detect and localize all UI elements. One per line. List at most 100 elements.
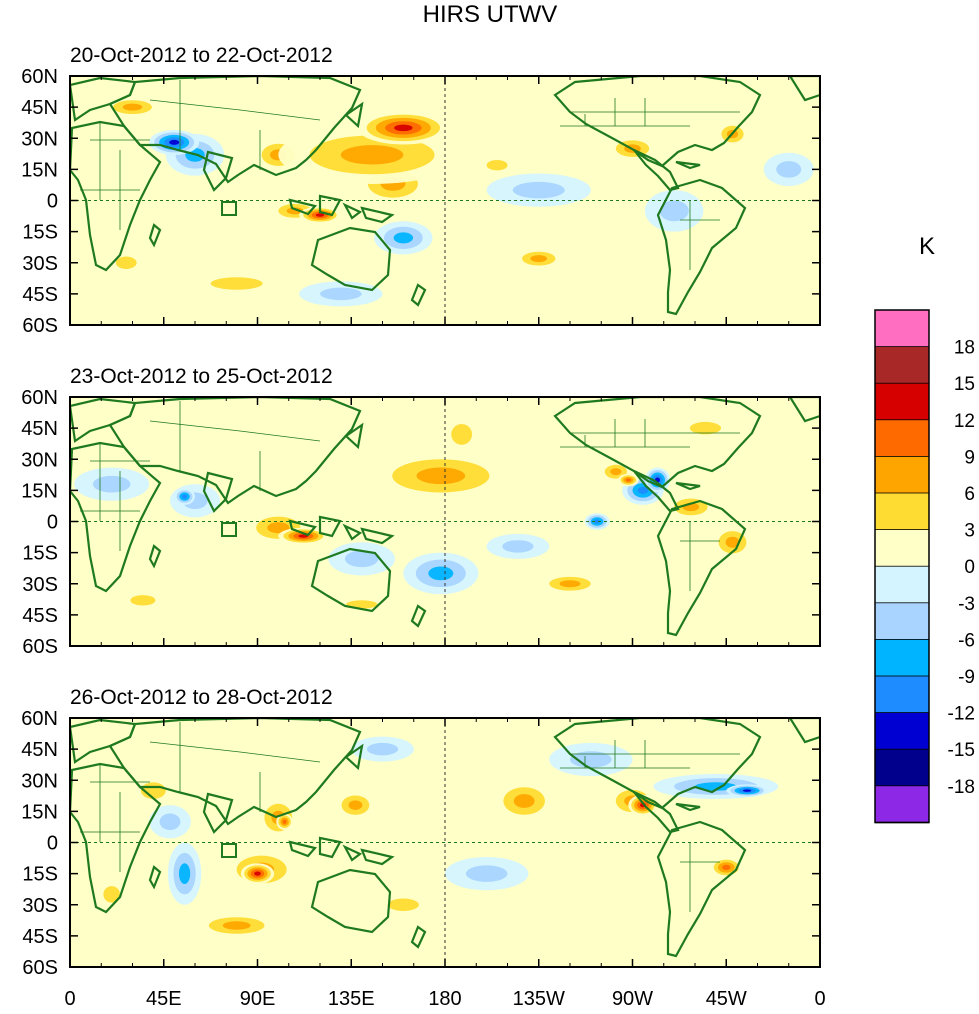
lon-tick-label: 90E [240, 988, 276, 1010]
lat-tick-label: 60S [22, 957, 58, 979]
colorbar-label: 18 [954, 338, 975, 359]
lat-tick-label: 30N [21, 770, 58, 792]
lat-tick-label: 0 [47, 512, 58, 534]
lon-tick-label: 180 [428, 988, 461, 1010]
anomaly-cell [502, 540, 534, 553]
anomaly-cell [92, 475, 131, 493]
anomaly-cell [222, 921, 251, 930]
anomaly-cell [610, 468, 622, 476]
lat-tick-label: 45S [22, 284, 58, 306]
colorbar-label: -18 [948, 777, 975, 798]
lat-tick-label: 0 [47, 191, 58, 213]
lat-tick-label: 15N [21, 480, 58, 502]
anomaly-cell [178, 863, 191, 885]
anomaly-cell [416, 467, 466, 485]
anomaly-cell [387, 898, 419, 911]
anomaly-cell [130, 595, 156, 606]
anomaly-cell [625, 478, 631, 482]
colorbar-label: 0 [964, 557, 975, 578]
lat-tick-label: 30N [21, 449, 58, 471]
anomaly-cell [689, 421, 722, 435]
lat-tick-label: 15N [21, 801, 58, 823]
anomaly-cell [366, 742, 399, 756]
lat-tick-label: 0 [47, 833, 58, 855]
anomaly-cell [115, 256, 137, 269]
lon-tick-label: 0 [814, 988, 825, 1010]
latitude-labels: 60N 45N 30N 15N 0 15S 30S 45S 60S 60N 45N 30N 15N 0 15… [21, 66, 58, 979]
anomaly-cell [486, 160, 508, 171]
panel-title-2: 23-Oct-2012 to 25-Oct-2012 [70, 365, 333, 388]
lat-tick-label: 45N [21, 97, 58, 119]
anomaly-cell [725, 536, 740, 548]
lat-tick-label: 60S [22, 636, 58, 658]
lon-tick-label: 45W [706, 988, 747, 1010]
lat-tick-label: 30S [22, 895, 58, 917]
colorbar: 18 15 12 9 6 3 0 -3 -6 -9 -12 -15 -18 [874, 309, 975, 824]
anomaly-cell [393, 232, 414, 244]
anomaly-cell [465, 865, 508, 882]
colorbar-label: -3 [958, 594, 975, 615]
anomaly-cell [169, 139, 180, 145]
colorbar-swatch [874, 565, 930, 604]
lat-tick-label: 15N [21, 159, 58, 181]
anomaly-cell [394, 124, 413, 132]
lat-tick-label: 15S [22, 864, 58, 886]
anomaly-cell [282, 819, 287, 824]
anomaly-cell [659, 200, 689, 222]
colorbar-swatch [874, 748, 930, 787]
anomaly-cell [210, 277, 263, 290]
lat-tick-label: 60N [21, 66, 58, 88]
colorbar-label: 6 [964, 484, 975, 505]
colorbar-label: 9 [964, 447, 975, 468]
lat-tick-label: 45S [22, 605, 58, 627]
anomaly-cell [451, 423, 473, 445]
panel-title-3: 26-Oct-2012 to 28-Oct-2012 [70, 686, 333, 709]
lat-tick-label: 30N [21, 128, 58, 150]
colorbar-label: 15 [954, 374, 975, 395]
colorbar-swatch [874, 346, 930, 385]
map-panel-1 [69, 75, 821, 326]
anomaly-field-1 [103, 96, 814, 307]
anomaly-cell [320, 287, 362, 301]
colorbar-swatch [874, 675, 930, 714]
colorbar-label: -9 [958, 667, 975, 688]
lon-tick-label: 135W [513, 988, 565, 1010]
lat-tick-label: 45N [21, 739, 58, 761]
lat-tick-label: 30S [22, 253, 58, 275]
anomaly-cell [722, 864, 731, 871]
panel-title-1: 20-Oct-2012 to 22-Oct-2012 [70, 44, 333, 67]
anomaly-cell [348, 800, 363, 810]
colorbar-swatch [874, 712, 930, 751]
colorbar-swatch [874, 529, 930, 568]
anomaly-cell [122, 103, 143, 111]
colorbar-swatch [874, 785, 930, 824]
anomaly-cell [344, 550, 379, 568]
anomaly-cell [530, 255, 548, 263]
anomaly-cell [254, 871, 261, 876]
anomaly-cell [428, 566, 454, 581]
anomaly-cell [181, 494, 188, 499]
lat-tick-label: 15S [22, 222, 58, 244]
figure-title: HIRS UTWV [423, 1, 558, 28]
anomaly-cell [776, 161, 802, 178]
map-panel-3 [69, 717, 821, 968]
colorbar-label: -15 [948, 740, 975, 761]
lon-tick-label: 0 [64, 988, 75, 1010]
colorbar-swatch [874, 492, 930, 531]
map-panel-2 [69, 396, 821, 647]
colorbar-label: 12 [954, 411, 975, 432]
anomaly-cell [513, 794, 535, 808]
longitude-labels: 0 45E 90E 135E 180 135W 90W 45W 0 [64, 988, 825, 1010]
lon-tick-label: 135E [328, 988, 375, 1010]
colorbar-unit: K [919, 233, 935, 260]
anomaly-cell [512, 181, 565, 199]
anomaly-cell [637, 486, 649, 494]
lat-tick-label: 60S [22, 315, 58, 337]
lat-tick-label: 30S [22, 574, 58, 596]
colorbar-label: -12 [948, 704, 975, 725]
lat-tick-label: 45S [22, 926, 58, 948]
anomaly-cell [315, 213, 325, 217]
colorbar-swatch [874, 419, 930, 458]
lat-tick-label: 45N [21, 418, 58, 440]
